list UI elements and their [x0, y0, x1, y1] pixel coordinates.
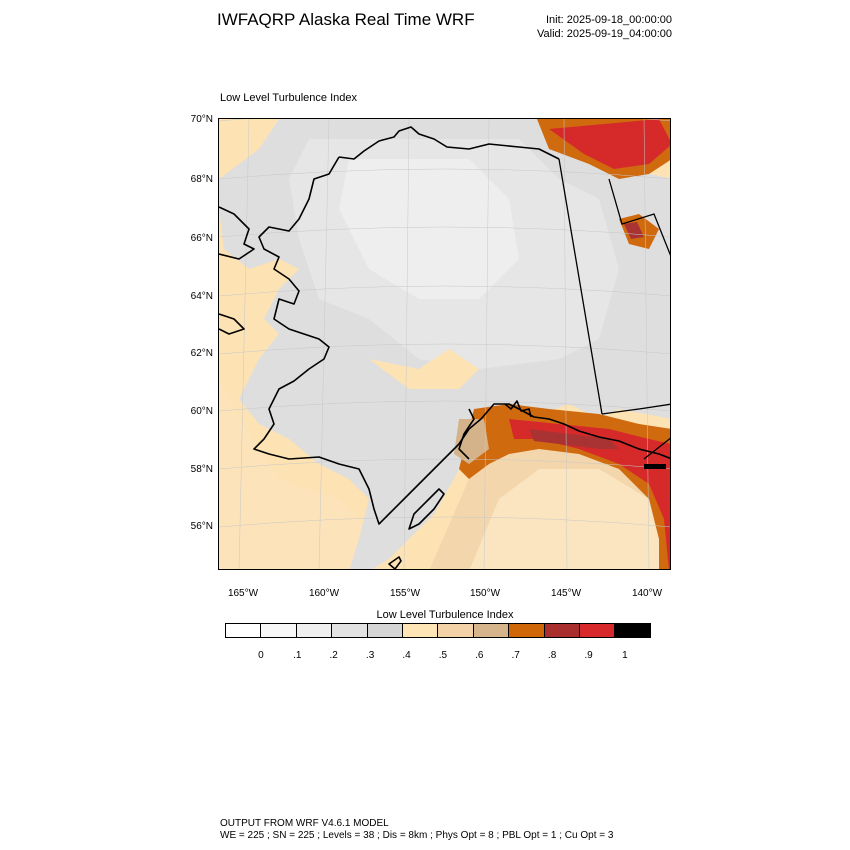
colorbar-box: [508, 623, 545, 638]
colorbar-box: [543, 623, 580, 638]
lat-label-62: 62°N: [190, 348, 213, 359]
colorbar-box: [366, 623, 403, 638]
colorbar-box: [614, 623, 651, 638]
lat-label-58: 58°N: [190, 464, 213, 475]
lon-label-160: 160°W: [308, 588, 340, 599]
map-panel: [218, 118, 671, 570]
colorbar-tick-label: .8: [547, 650, 557, 661]
lat-label-64: 64°N: [190, 291, 213, 302]
colorbar-box: [331, 623, 368, 638]
init-time: Init: 2025-09-18_00:00:00: [546, 14, 672, 26]
colorbar-box: [225, 623, 262, 638]
field-title: Low Level Turbulence Index: [220, 92, 357, 104]
colorbar-box: [295, 623, 333, 638]
central-patch: [369, 349, 479, 389]
lat-label-56: 56°N: [190, 521, 213, 532]
yukon-red-patch: [624, 222, 644, 239]
nw-patch: [219, 119, 279, 179]
figure-title: IWFAQRP Alaska Real Time WRF: [217, 10, 475, 29]
colorbar-tick-label: .3: [365, 650, 375, 661]
colorbar-tick-label: .4: [402, 650, 411, 661]
colorbar-box: [437, 623, 474, 638]
colorbar-box: [472, 623, 510, 638]
footer-line-2: WE = 225 ; SN = 225 ; Levels = 38 ; Dis …: [220, 830, 614, 841]
lon-label-145: 145°W: [550, 588, 582, 599]
model-footer: OUTPUT FROM WRF V4.6.1 MODEL WE = 225 ; …: [220, 818, 613, 842]
lon-label-155: 155°W: [389, 588, 421, 599]
coastal-red-band: [509, 419, 670, 569]
legend-title: Low Level Turbulence Index: [376, 609, 514, 621]
valid-time: Valid: 2025-09-19_04:00:00: [537, 28, 672, 40]
north-slope-field: [339, 159, 519, 299]
lat-label-66: 66°N: [190, 233, 213, 244]
colorbar-box: [578, 623, 616, 638]
colorbar-tick-label: 0: [258, 650, 264, 661]
colorbar-box: [401, 623, 439, 638]
graticule: [219, 119, 670, 569]
colorbar-tick-label: .6: [475, 650, 484, 661]
colorbar-tick-label: .9: [584, 650, 593, 661]
lon-label-150: 150°W: [469, 588, 501, 599]
ne-red-core: [549, 119, 670, 169]
colorbar-tick-label: .1: [293, 650, 302, 661]
colorbar: [225, 623, 651, 638]
lon-label-140: 140°W: [631, 588, 663, 599]
lat-label-70: 70°N: [190, 114, 213, 125]
footer-line-1: OUTPUT FROM WRF V4.6.1 MODEL: [220, 818, 389, 829]
colorbar-tick-label: 1: [622, 650, 628, 661]
coastline: [219, 126, 670, 569]
colorbar-tick-label: .7: [511, 650, 520, 661]
lat-label-68: 68°N: [190, 174, 213, 185]
borders: [558, 158, 670, 460]
lat-label-60: 60°N: [190, 406, 213, 417]
coastal-dark-red: [529, 429, 619, 449]
colorbar-tick-label: .5: [438, 650, 448, 661]
alaska-map: [219, 119, 670, 569]
colorbar-tick-label: .2: [329, 650, 338, 661]
bering-sea-field: [219, 119, 379, 569]
gulf-inner-field: [469, 469, 670, 569]
coastal-black-cell: [644, 464, 666, 469]
lon-label-165: 165°W: [227, 588, 259, 599]
colorbar-box: [260, 623, 297, 638]
run-times: Init: 2025-09-18_00:00:00 Valid: 2025-09…: [537, 13, 672, 41]
